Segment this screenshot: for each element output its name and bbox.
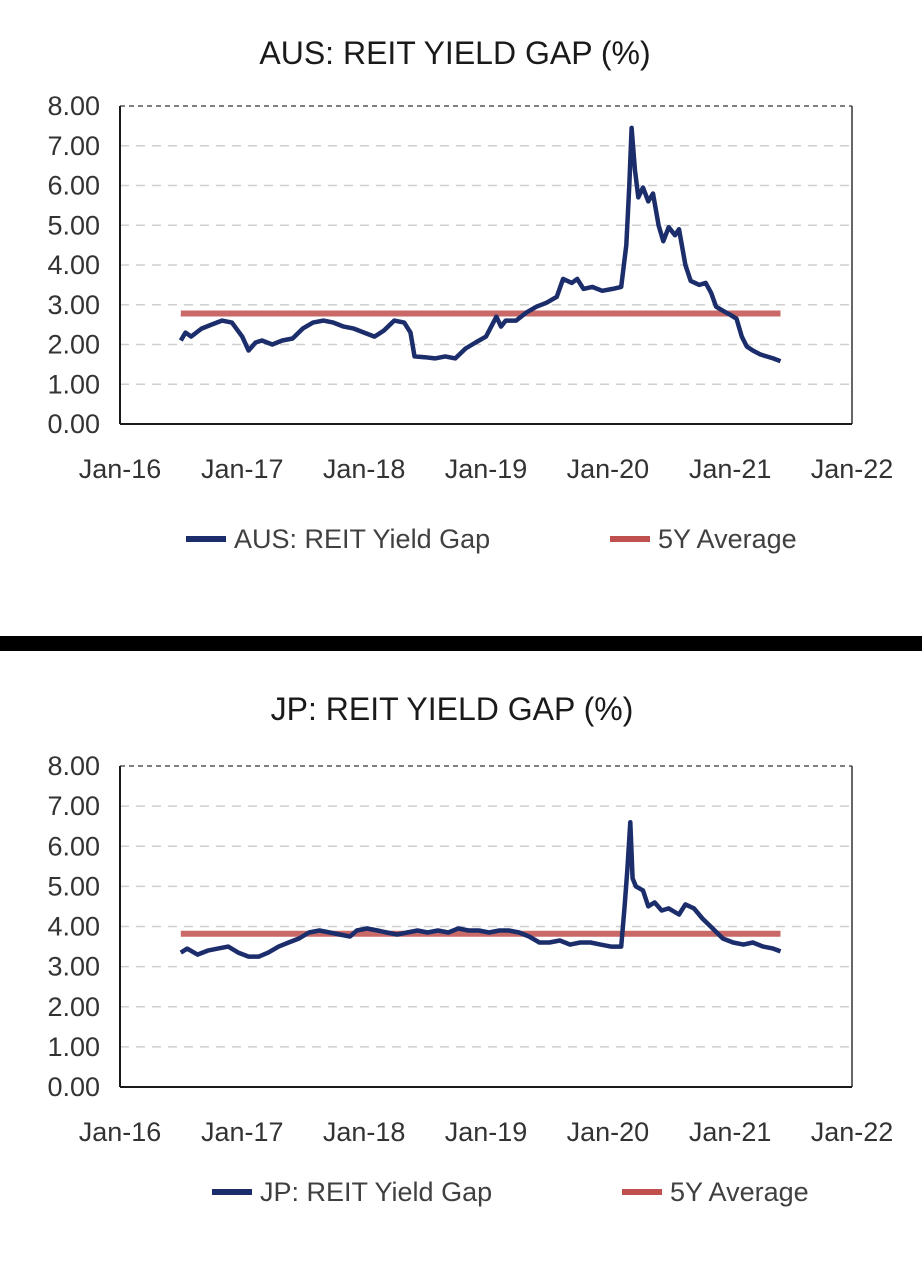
- y-tick-label: 5.00: [47, 210, 100, 240]
- y-tick-label: 0.00: [47, 409, 100, 439]
- legend-label: JP: REIT Yield Gap: [260, 1177, 492, 1207]
- y-tick-label: 4.00: [47, 912, 100, 942]
- x-tick-label: Jan-18: [323, 1117, 406, 1147]
- y-tick-label: 6.00: [47, 171, 100, 201]
- chart-title: JP: REIT YIELD GAP (%): [271, 691, 634, 727]
- x-tick-label: Jan-20: [567, 1117, 650, 1147]
- x-tick-label: Jan-20: [567, 454, 650, 484]
- y-tick-label: 3.00: [47, 290, 100, 320]
- y-tick-label: 1.00: [47, 1032, 100, 1062]
- x-tick-label: Jan-19: [445, 1117, 528, 1147]
- x-tick-label: Jan-16: [79, 454, 162, 484]
- x-tick-label: Jan-21: [689, 454, 772, 484]
- x-tick-label: Jan-18: [323, 454, 406, 484]
- y-tick-label: 0.00: [47, 1072, 100, 1102]
- y-tick-label: 7.00: [47, 791, 100, 821]
- y-tick-label: 5.00: [47, 871, 100, 901]
- x-tick-label: Jan-22: [811, 1117, 894, 1147]
- y-tick-label: 7.00: [47, 131, 100, 161]
- series-line-yield-gap: [178, 125, 782, 364]
- y-tick-label: 1.00: [47, 369, 100, 399]
- x-tick-label: Jan-19: [445, 454, 528, 484]
- legend-label: 5Y Average: [658, 524, 797, 554]
- chart-aus: AUS: REIT YIELD GAP (%) 0.00 1.00 2.00 3.00…: [47, 35, 893, 554]
- y-tick-label: 2.00: [47, 992, 100, 1022]
- x-tick-label: Jan-21: [689, 1117, 772, 1147]
- x-tick-label: Jan-17: [201, 1117, 284, 1147]
- x-tick-label: Jan-17: [201, 454, 284, 484]
- chart-title: AUS: REIT YIELD GAP (%): [259, 35, 650, 71]
- chart-jp: JP: REIT YIELD GAP (%) 0.00 1.00 2.00 3.00 4…: [47, 691, 893, 1207]
- y-tick-label: 8.00: [47, 91, 100, 121]
- y-tick-label: 8.00: [47, 751, 100, 781]
- x-tick-label: Jan-16: [79, 1117, 162, 1147]
- x-tick-label: Jan-22: [811, 454, 894, 484]
- y-tick-label: 2.00: [47, 330, 100, 360]
- legend-label: 5Y Average: [670, 1177, 809, 1207]
- chart-separator: [0, 636, 922, 651]
- legend-label: AUS: REIT Yield Gap: [234, 524, 490, 554]
- series-line-yield-gap: [179, 819, 782, 959]
- y-tick-label: 3.00: [47, 952, 100, 982]
- y-tick-label: 4.00: [47, 250, 100, 280]
- y-tick-label: 6.00: [47, 831, 100, 861]
